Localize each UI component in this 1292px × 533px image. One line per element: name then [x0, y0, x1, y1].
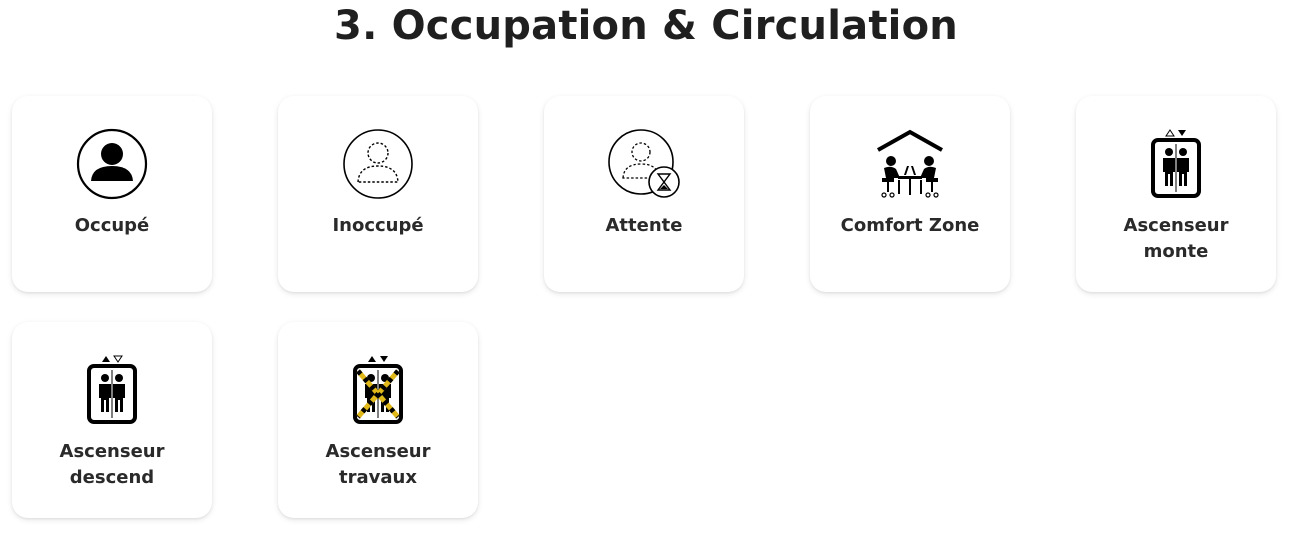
- card-label: Ascenseur descend: [12, 439, 212, 491]
- card-label-line: Ascenseur: [1123, 215, 1229, 236]
- card-label-line: Occupé: [74, 215, 150, 236]
- waiting-hourglass-icon: [608, 128, 680, 200]
- card-label-line: Inoccupé: [332, 215, 424, 236]
- card-label-line: descend: [69, 467, 155, 488]
- card-label: Ascenseur travaux: [278, 439, 478, 491]
- card-label-line: Ascenseur: [59, 441, 165, 462]
- card-label: Occupé: [12, 213, 212, 239]
- card-label: Comfort Zone: [810, 213, 1010, 239]
- card-comfort-zone[interactable]: Comfort Zone: [810, 96, 1010, 292]
- card-label-line: travaux: [339, 467, 417, 488]
- elevator-maintenance-icon: [342, 354, 414, 426]
- elevator-down-icon: [76, 354, 148, 426]
- occupied-person-icon: [76, 128, 148, 200]
- card-label: Inoccupé: [278, 213, 478, 239]
- card-label: Attente: [544, 213, 744, 239]
- card-elevator-maintenance[interactable]: Ascenseur travaux: [278, 322, 478, 518]
- card-elevator-up[interactable]: Ascenseur monte: [1076, 96, 1276, 292]
- card-waiting[interactable]: Attente: [544, 96, 744, 292]
- card-label: Ascenseur monte: [1076, 213, 1276, 265]
- section-title: 3. Occupation & Circulation: [334, 3, 958, 49]
- elevator-up-icon: [1140, 128, 1212, 200]
- card-elevator-down[interactable]: Ascenseur descend: [12, 322, 212, 518]
- card-label-line: Comfort Zone: [840, 215, 980, 236]
- unoccupied-person-icon: [342, 128, 414, 200]
- icon-grid: Occupé Inoccupé: [12, 96, 1276, 518]
- card-unoccupied[interactable]: Inoccupé: [278, 96, 478, 292]
- card-label-line: Attente: [605, 215, 683, 236]
- card-label-line: monte: [1143, 241, 1209, 262]
- card-occupied[interactable]: Occupé: [12, 96, 212, 292]
- card-label-line: Ascenseur: [325, 441, 431, 462]
- comfort-zone-meeting-icon: [874, 128, 946, 200]
